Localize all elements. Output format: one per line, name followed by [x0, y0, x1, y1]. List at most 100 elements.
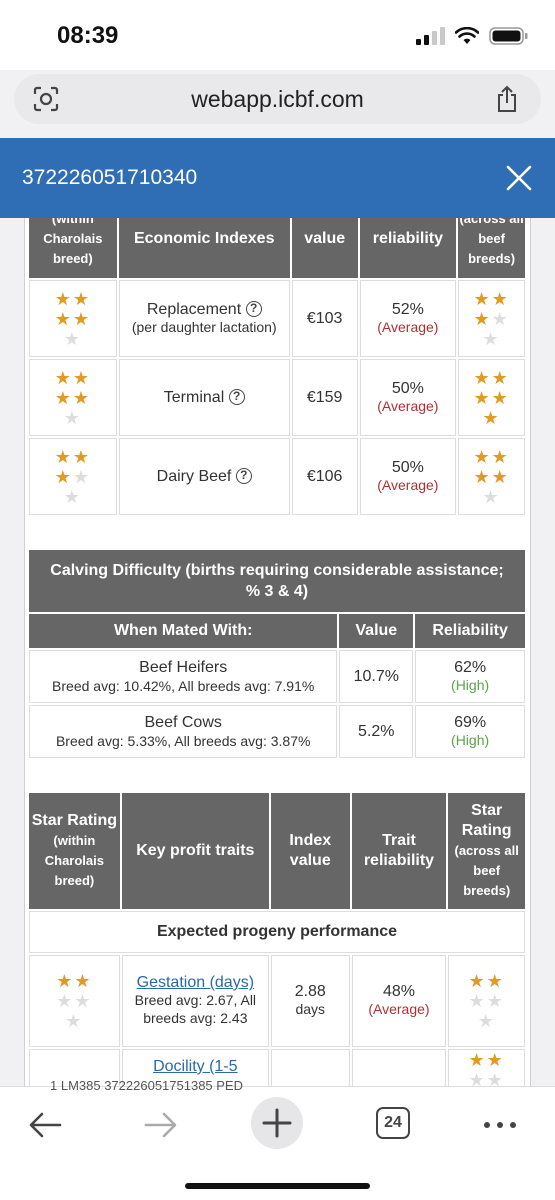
- star-rating: ★★★★★: [30, 368, 116, 428]
- calving-value: 10.7%: [339, 650, 414, 703]
- star-rating: ★★★★★: [30, 971, 119, 1031]
- browser-toolbar: 24: [0, 1086, 555, 1200]
- star-icon: ★: [473, 288, 492, 309]
- reliability-label: (Average): [368, 1001, 430, 1017]
- table-row: Docility (1-5 ★★★★★: [29, 1049, 525, 1086]
- index-name: Replacement: [146, 300, 242, 318]
- trait-link-docility[interactable]: Docility (1-5: [153, 1058, 238, 1075]
- star-icon: ★: [491, 446, 510, 467]
- star-icon: ★: [468, 991, 487, 1011]
- wifi-icon: [455, 27, 479, 44]
- tabs-button[interactable]: 24: [376, 1107, 410, 1139]
- web-page: 372226051710340 (within Charolais breed)…: [0, 138, 555, 1086]
- star-icon: ★: [491, 288, 510, 309]
- plus-icon: [262, 1108, 292, 1138]
- status-icons: [416, 26, 529, 46]
- star-icon: ★: [486, 1050, 505, 1070]
- status-bar: 08:39: [0, 0, 555, 70]
- table-row: Beef Cows Breed avg: 5.33%, All breeds av…: [29, 705, 525, 758]
- star-rating: ★★★★★: [459, 368, 524, 428]
- table-row: ★★ ★★ ★ Gestation (days) Breed avg: 2.67, A…: [29, 955, 525, 1047]
- help-icon[interactable]: ?: [235, 468, 252, 485]
- header-trait-reliability: Trait reliability: [351, 793, 447, 909]
- header-indexes: Economic Indexes: [118, 190, 290, 278]
- star-icon: ★: [72, 466, 91, 487]
- star-icon: ★: [468, 1050, 487, 1070]
- star-icon: ★: [54, 446, 73, 467]
- star-icon: ★: [473, 367, 492, 388]
- address-bar[interactable]: webapp.icbf.com: [14, 74, 541, 124]
- star-icon: ★: [54, 288, 73, 309]
- mated-name: Beef Cows: [144, 713, 222, 731]
- star-icon: ★: [72, 367, 91, 388]
- star-icon: ★: [74, 991, 93, 1011]
- breed-avg: Breed avg: 10.42%, All breeds avg: 7.91%: [52, 677, 315, 694]
- url-text[interactable]: webapp.icbf.com: [191, 85, 364, 112]
- star-icon: ★: [477, 1011, 496, 1031]
- reliability-value: 69%: [454, 713, 487, 731]
- share-icon[interactable]: [495, 85, 519, 113]
- header-star-across-title: Star Rating: [461, 802, 512, 839]
- star-icon: ★: [473, 308, 492, 329]
- star-rating: ★★★★★: [30, 447, 116, 507]
- star-icon: ★: [54, 466, 73, 487]
- reliability-label: (High): [451, 676, 490, 693]
- star-icon: ★: [54, 308, 73, 329]
- section-title: Expected progeny performance: [29, 911, 525, 953]
- star-icon: ★: [473, 387, 492, 408]
- header-mated-with: When Mated With:: [29, 614, 338, 648]
- battery-icon: [489, 27, 528, 45]
- report-panel: (within Charolais breed) Economic Indexe…: [24, 188, 531, 1086]
- table-row: ★★ ★★ ★ Replacement ? (per daughter lactati…: [29, 280, 525, 357]
- star-icon: ★: [72, 387, 91, 408]
- star-icon: ★: [63, 407, 82, 428]
- back-icon[interactable]: [26, 1105, 66, 1145]
- star-icon: ★: [486, 991, 505, 1011]
- mated-name: Beef Heifers: [139, 658, 228, 676]
- animal-id: 372226051710340: [22, 166, 198, 189]
- calving-value: 5.2%: [339, 705, 414, 758]
- header-reliability: Reliability: [415, 614, 525, 648]
- index-value: €159: [291, 359, 358, 436]
- star-icon: ★: [74, 971, 93, 991]
- more-icon[interactable]: [480, 1105, 520, 1145]
- star-icon: ★: [491, 308, 510, 329]
- forward-icon[interactable]: [140, 1105, 180, 1145]
- reliability-label: (Average): [377, 476, 439, 493]
- star-icon: ★: [473, 466, 492, 487]
- star-icon: ★: [72, 308, 91, 329]
- reliability-value: 50%: [391, 458, 424, 476]
- close-icon[interactable]: [505, 164, 533, 192]
- new-tab-button[interactable]: [251, 1097, 303, 1149]
- star-icon: ★: [72, 446, 91, 467]
- header-index: Index value: [270, 793, 350, 909]
- star-icon: ★: [56, 991, 75, 1011]
- star-icon: ★: [56, 971, 75, 991]
- star-rating: ★★★★★: [449, 971, 524, 1031]
- table-row: Beef Heifers Breed avg: 10.42%, All breed…: [29, 650, 525, 703]
- header-value: Value: [339, 614, 414, 648]
- status-time: 08:39: [57, 22, 119, 49]
- star-icon: ★: [72, 288, 91, 309]
- header-star-within-sub: (within Charolais breed): [44, 833, 104, 888]
- reliability-value: 52%: [391, 300, 424, 318]
- header-star-within-title: Star Rating: [31, 812, 118, 829]
- index-name: Dairy Beef: [156, 467, 232, 485]
- calving-difficulty-table: Calving Difficulty (births requiring con…: [27, 548, 527, 760]
- star-icon: ★: [482, 328, 501, 349]
- breed-avg: Breed avg: 5.33%, All breeds avg: 3.87%: [55, 732, 311, 749]
- index-sub: (per daughter lactation): [131, 318, 277, 335]
- star-icon: ★: [63, 328, 82, 349]
- star-icon: ★: [491, 387, 510, 408]
- help-icon[interactable]: ?: [245, 301, 262, 318]
- star-rating: ★★★★★: [449, 1050, 524, 1086]
- help-icon[interactable]: ?: [228, 389, 245, 406]
- header-star-across-sub: (across all beef breeds): [454, 843, 519, 898]
- reliability-value: 48%: [382, 983, 415, 1000]
- lens-icon[interactable]: [32, 86, 60, 112]
- trait-link-gestation[interactable]: Gestation (days): [136, 974, 255, 991]
- reliability-label: (Average): [377, 318, 439, 335]
- profit-traits-table: Star Rating (within Charolais breed) Key …: [27, 791, 527, 1086]
- star-icon: ★: [63, 486, 82, 507]
- table-row: ★★ ★★ ★ Terminal ? €159 50% (Average) ★★ ★★ ★: [29, 359, 525, 436]
